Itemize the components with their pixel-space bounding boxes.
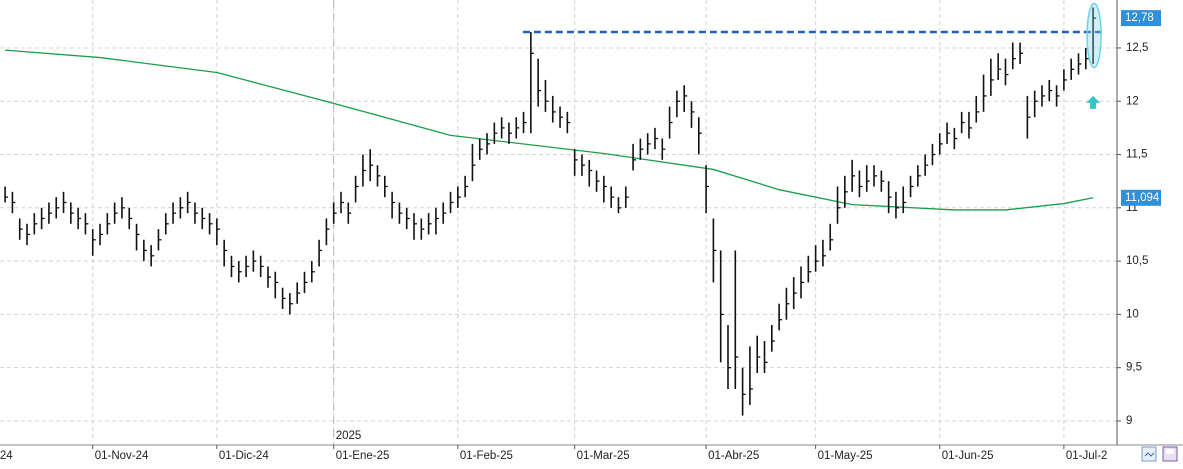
last-bar-highlight — [1086, 2, 1102, 69]
year-label: 2025 — [336, 430, 362, 442]
y-tick-label: 10 — [1126, 308, 1139, 320]
ma-last-label-box — [1121, 189, 1161, 206]
x-tick-label: 01-Dic-24 — [219, 450, 269, 462]
zoom-icon — [1144, 452, 1155, 457]
x-tick-label: 01-Ene-25 — [336, 450, 390, 462]
last-price-label: 12,78 — [1125, 12, 1154, 24]
y-tick-label: 12 — [1126, 95, 1139, 107]
plot-area — [4, 2, 1104, 416]
x-tick-label: 01-Mar-25 — [577, 450, 630, 462]
x-tick-label: 01-May-25 — [818, 450, 873, 462]
x-tick-label: 01-Jun-25 — [942, 450, 994, 462]
y-tick-label: 11 — [1126, 202, 1138, 214]
x-tick-label: 01-Nov-24 — [95, 450, 149, 462]
y-tick-label: 10,5 — [1126, 255, 1148, 267]
moving-average-line — [5, 49, 1094, 211]
last-price-label-box — [1121, 10, 1161, 27]
x-tick-label: 24 — [0, 450, 13, 462]
save-icon — [1166, 449, 1174, 454]
x-tick-label: 01-Jul-2 — [1066, 450, 1108, 462]
ma-last-label: 11,094 — [1125, 192, 1160, 204]
signal-arrow — [1086, 95, 1101, 109]
y-tick-label: 12,5 — [1126, 42, 1148, 54]
x-tick-label: 01-Feb-25 — [460, 450, 513, 462]
y-tick-label: 9 — [1126, 415, 1132, 427]
y-tick-label: 9,5 — [1126, 362, 1142, 374]
x-tick-label: 01-Abr-25 — [708, 450, 759, 462]
y-tick-label: 11,5 — [1126, 149, 1148, 161]
